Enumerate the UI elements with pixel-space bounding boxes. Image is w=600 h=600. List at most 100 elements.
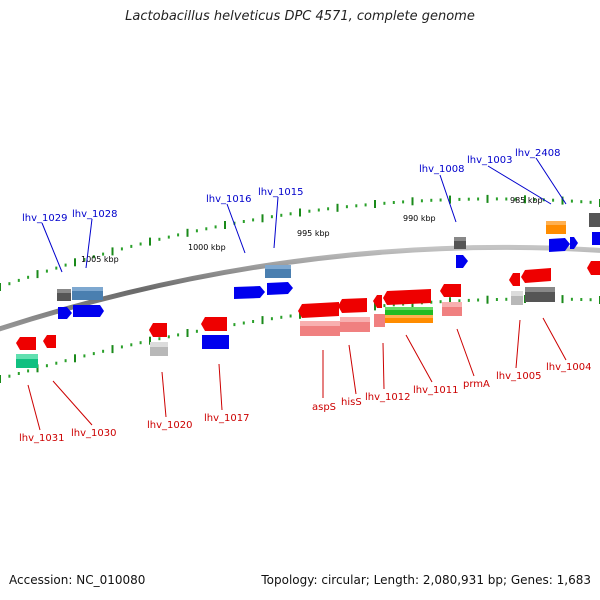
scale-tick xyxy=(439,300,442,304)
scale-tick xyxy=(299,208,301,217)
scale-tick xyxy=(36,364,39,373)
leader-line xyxy=(27,384,41,431)
scale-tick xyxy=(158,337,161,341)
scale-tick xyxy=(552,198,555,202)
leader-line xyxy=(487,165,552,205)
scale-tick xyxy=(374,200,376,208)
scale-tick xyxy=(167,335,170,339)
scale-tick xyxy=(514,197,517,201)
scale-tick xyxy=(242,220,245,223)
gene-feature xyxy=(511,291,523,296)
scale-label: 1005 kbp xyxy=(81,255,119,264)
gene-feature xyxy=(57,289,71,293)
gene-label: aspS xyxy=(312,402,336,413)
scale-tick xyxy=(336,203,339,212)
leader-line xyxy=(52,380,93,426)
scale-tick xyxy=(92,255,95,259)
gene-feature xyxy=(440,284,461,297)
gene-feature xyxy=(456,255,468,268)
scale-tick xyxy=(252,320,255,323)
scale-tick xyxy=(261,214,264,223)
gene-feature xyxy=(374,314,385,327)
scale-tick xyxy=(280,213,283,217)
scale-tick xyxy=(570,199,573,203)
gene-feature xyxy=(587,261,600,275)
scale-tick xyxy=(130,343,133,347)
scale-tick xyxy=(214,225,217,229)
gene-feature xyxy=(234,286,265,299)
scale-tick xyxy=(130,244,133,248)
scale-tick xyxy=(27,275,30,279)
scale-tick xyxy=(402,200,405,204)
leader-line xyxy=(542,317,567,361)
scale-tick xyxy=(355,204,358,208)
gene-label: lhv_1020 xyxy=(147,420,192,431)
scale-tick xyxy=(589,298,592,302)
scale-tick xyxy=(299,310,301,319)
scale-tick xyxy=(589,200,592,204)
gene-label: lhv_1031 xyxy=(19,433,64,444)
scale-tick xyxy=(495,197,498,201)
scale-tick xyxy=(83,258,86,261)
scale-tick xyxy=(177,333,180,337)
scale-tick xyxy=(83,354,86,358)
scale-tick xyxy=(195,329,198,333)
scale-label: 1000 kbp xyxy=(188,243,226,252)
gene-feature xyxy=(265,265,291,269)
scale-tick xyxy=(505,197,508,201)
gene-feature xyxy=(546,221,566,225)
leader-lines xyxy=(27,157,567,431)
reverse-labels: lhv_1031 lhv_1030 lhv_1020 lhv_1017 aspS… xyxy=(19,362,591,444)
gene-feature xyxy=(454,237,466,241)
gene-feature xyxy=(592,232,600,245)
scale-tick xyxy=(430,198,433,202)
scale-tick xyxy=(570,297,573,301)
scale-tick xyxy=(186,329,189,337)
gene-feature xyxy=(570,237,578,249)
scale-tick xyxy=(120,247,123,251)
gene-feature xyxy=(340,317,370,322)
scale-tick xyxy=(458,299,461,303)
leader-line xyxy=(439,174,457,223)
gene-feature xyxy=(298,302,339,318)
scale-tick xyxy=(439,198,442,202)
gene-label: prmA xyxy=(463,379,490,390)
gene-feature xyxy=(525,287,555,292)
leader-line xyxy=(161,371,167,418)
gene-feature xyxy=(521,268,551,283)
gene-feature xyxy=(442,302,462,307)
gene-feature xyxy=(549,238,570,252)
scale-tick xyxy=(233,323,236,327)
scale-tick xyxy=(580,298,583,301)
scale-tick xyxy=(561,295,564,304)
scale-label: 990 kbp xyxy=(403,214,436,223)
gene-feature xyxy=(385,307,433,310)
scale-tick xyxy=(261,316,264,325)
scale-tick xyxy=(308,209,311,213)
gene-feature xyxy=(267,282,293,295)
gene-feature xyxy=(373,295,382,308)
scale-tick xyxy=(111,345,114,354)
leader-line xyxy=(348,344,357,395)
gene-feature xyxy=(589,213,600,227)
gene-feature xyxy=(58,307,72,319)
scale-tick xyxy=(364,203,367,207)
scale-tick xyxy=(0,283,1,291)
leader-line xyxy=(226,203,246,254)
scale-tick xyxy=(467,298,470,302)
scale-tick xyxy=(0,375,1,383)
leader-line xyxy=(41,222,63,273)
scale-tick xyxy=(374,302,376,311)
gene-label: lhv_1017 xyxy=(204,413,249,424)
scale-tick xyxy=(74,354,76,363)
scale-tick xyxy=(74,258,76,267)
scale-tick xyxy=(45,364,48,368)
scale-tick xyxy=(458,197,461,201)
gene-label: lhv_1012 xyxy=(365,392,410,403)
scale-label: 995 kbp xyxy=(297,229,330,238)
reverse-features xyxy=(16,261,600,368)
scale-tick xyxy=(205,227,208,231)
scale-tick xyxy=(195,229,198,233)
gene-feature xyxy=(16,354,38,359)
